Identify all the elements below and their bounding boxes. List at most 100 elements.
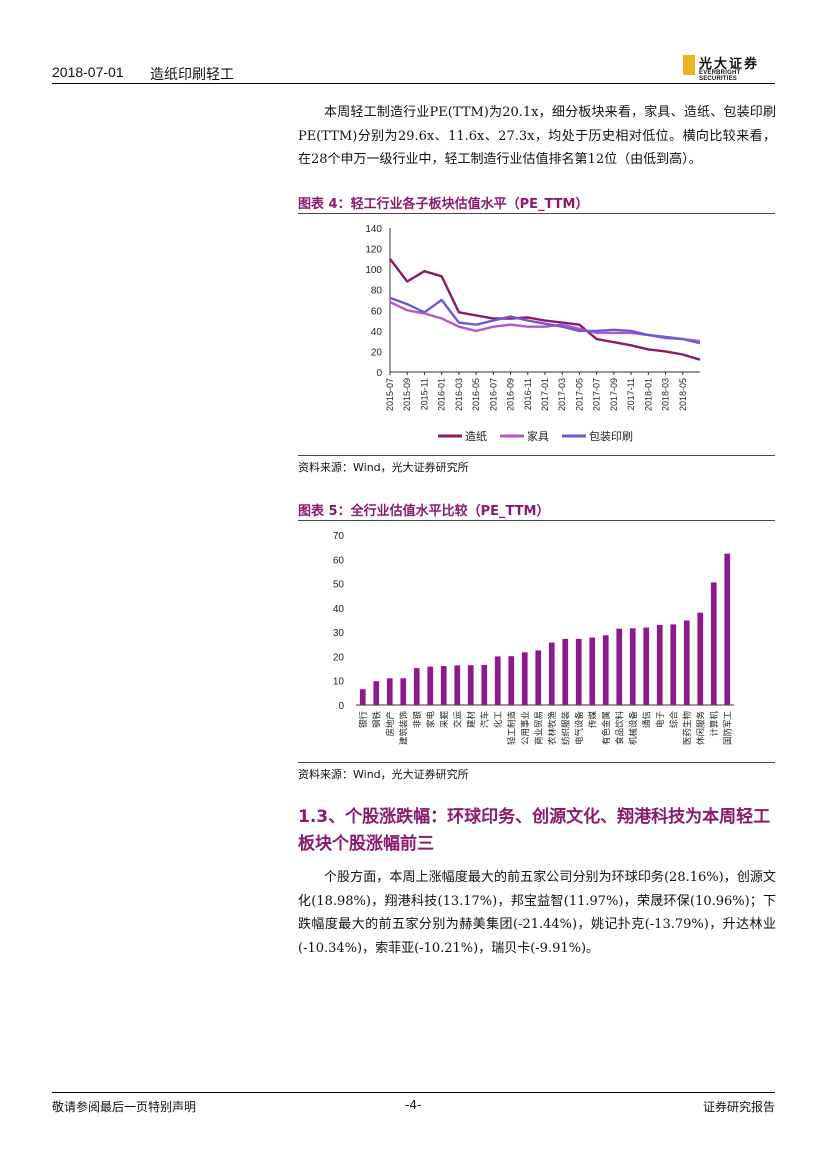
section-title: 1.3、个股涨跌幅：环球印务、创源文化、翔港科技为本周轻工板块个股涨幅前三 bbox=[298, 807, 771, 854]
x-tick-label: 轻工制造 bbox=[506, 711, 516, 746]
x-tick-label: 2016-09 bbox=[506, 378, 516, 411]
y-tick-label: 60 bbox=[333, 555, 345, 566]
figure5-source: 资料来源：Wind，光大证券研究所 bbox=[298, 768, 469, 781]
x-tick-label: 2018-05 bbox=[678, 378, 688, 411]
series-line-造纸 bbox=[389, 258, 701, 361]
x-tick-label: 通信 bbox=[641, 711, 651, 729]
bar-房地产 bbox=[386, 678, 393, 705]
x-tick-label: 国防军工 bbox=[722, 711, 732, 746]
x-tick-label: 2016-05 bbox=[471, 378, 481, 411]
bar-国防军工 bbox=[724, 553, 731, 705]
figure4-bottom-rule bbox=[298, 455, 775, 456]
bar-钢铁 bbox=[373, 681, 380, 705]
bar-农林牧渔 bbox=[548, 642, 555, 705]
y-tick-label: 80 bbox=[371, 286, 383, 297]
x-tick-label: 农林牧渔 bbox=[547, 711, 557, 746]
legend-label: 家具 bbox=[527, 429, 549, 443]
y-tick-label: 60 bbox=[371, 306, 383, 317]
x-tick-label: 采掘 bbox=[439, 711, 449, 728]
x-tick-label: 2017-05 bbox=[574, 378, 584, 411]
bar-食品饮料 bbox=[616, 628, 623, 705]
bar-建材 bbox=[467, 665, 474, 705]
paragraph-stock-moves: 个股方面，本周上涨幅度最大的前五家公司分别为环球印务(28.16%)，创源文化(… bbox=[298, 870, 776, 956]
y-tick-label: 20 bbox=[371, 347, 383, 358]
footer-disclaimer: 敬请参阅最后一页特别声明 bbox=[52, 1100, 197, 1114]
figure4-title: 图表 4：轻工行业各子板块估值水平（PE_TTM） bbox=[298, 197, 589, 212]
bar-电气设备 bbox=[575, 638, 582, 705]
y-tick-label: 70 bbox=[333, 531, 345, 542]
x-tick-label: 电子 bbox=[655, 711, 665, 729]
x-tick-label: 家电 bbox=[425, 711, 435, 729]
x-tick-label: 纺织服装 bbox=[560, 711, 570, 746]
x-tick-label: 化工 bbox=[493, 711, 503, 729]
bar-非银 bbox=[413, 668, 420, 705]
company-logo: 光大证券 EVERBRIGHT SECURITIES bbox=[683, 53, 778, 82]
footer-divider bbox=[52, 1092, 775, 1093]
bar-交运 bbox=[454, 665, 461, 705]
series-line-包装印刷 bbox=[389, 296, 701, 345]
y-tick-label: 40 bbox=[333, 604, 345, 615]
bar-有色金属 bbox=[602, 635, 609, 705]
figure5-bar-chart: 0 10 20 30 40 50 60 70 银行 钢铁 房地产 建筑装饰 非银 家电 采掘 交运 建材 汽车 化工… bbox=[333, 531, 734, 746]
bar-家电 bbox=[427, 666, 434, 705]
logo-mark-icon bbox=[683, 55, 695, 75]
x-tick-label: 房地产 bbox=[385, 711, 395, 737]
header-divider bbox=[52, 83, 775, 84]
y-tick-label: 100 bbox=[365, 265, 382, 276]
figure4-top-rule bbox=[298, 213, 775, 214]
figure4-line-chart: 0 20 40 60 80 100 120 140 2015-07 2015-09 2015-11 2… bbox=[365, 224, 701, 443]
y-tick-label: 140 bbox=[365, 224, 382, 235]
y-tick-label: 30 bbox=[333, 628, 345, 639]
x-tick-label: 钢铁 bbox=[371, 711, 381, 729]
x-tick-label: 2015-09 bbox=[402, 378, 412, 411]
x-tick-label: 建筑装饰 bbox=[398, 711, 408, 746]
bar-计算机 bbox=[710, 582, 717, 705]
x-tick-label: 商业贸易 bbox=[533, 711, 543, 745]
bar-通信 bbox=[643, 627, 650, 705]
y-tick-label: 120 bbox=[365, 245, 382, 256]
x-tick-label: 建材 bbox=[466, 711, 476, 729]
x-tick-label: 2016-11 bbox=[523, 378, 533, 410]
bar-化工 bbox=[494, 656, 501, 705]
x-tick-label: 计算机 bbox=[709, 711, 719, 737]
x-tick-label: 汽车 bbox=[479, 711, 489, 728]
bar-传媒 bbox=[589, 637, 596, 705]
x-tick-label: 非银 bbox=[412, 711, 422, 729]
x-tick-label: 2017-07 bbox=[592, 378, 602, 411]
bar-建筑装饰 bbox=[400, 678, 407, 705]
x-tick-label: 医药生物 bbox=[682, 711, 692, 746]
bar-商业贸易 bbox=[535, 650, 542, 705]
bar-电子 bbox=[656, 624, 663, 705]
bar-综合 bbox=[670, 624, 677, 705]
x-tick-label: 2017-09 bbox=[609, 378, 619, 411]
x-tick-label: 2016-07 bbox=[488, 378, 498, 411]
x-tick-label: 2016-03 bbox=[454, 378, 464, 411]
paragraph-valuation: 本周轻工制造行业PE(TTM)为20.1x，细分板块来看，家具、造纸、包装印刷P… bbox=[298, 105, 776, 167]
figure5-top-rule bbox=[298, 520, 775, 521]
x-tick-label: 2017-01 bbox=[540, 378, 550, 411]
y-tick-label: 0 bbox=[376, 368, 382, 379]
x-tick-label: 综合 bbox=[668, 711, 678, 729]
x-tick-label: 公用事业 bbox=[520, 711, 530, 745]
y-tick-label: 10 bbox=[333, 677, 345, 688]
x-tick-label: 2015-11 bbox=[419, 378, 429, 410]
x-tick-label: 交运 bbox=[452, 711, 462, 729]
bar-机械设备 bbox=[629, 628, 636, 705]
x-tick-label: 机械设备 bbox=[628, 711, 638, 746]
logo-cn: 光大证券 bbox=[699, 57, 760, 72]
figure5-title: 图表 5：全行业估值水平比较（PE_TTM） bbox=[298, 504, 550, 519]
x-tick-label: 2016-01 bbox=[437, 378, 447, 411]
figure4-source: 资料来源：Wind，光大证券研究所 bbox=[298, 461, 469, 474]
legend-label: 包装印刷 bbox=[589, 430, 633, 443]
x-tick-label: 银行 bbox=[358, 711, 368, 729]
x-tick-label: 2015-07 bbox=[385, 378, 395, 411]
bar-医药生物 bbox=[683, 620, 690, 705]
x-tick-label: 有色金属 bbox=[601, 711, 611, 745]
footer-page-number: -4- bbox=[405, 1098, 422, 1112]
y-tick-label: 20 bbox=[333, 652, 345, 663]
figure5-bottom-rule bbox=[298, 762, 775, 763]
header-date: 2018-07-01 bbox=[52, 64, 124, 80]
footer-report-type: 证券研究报告 bbox=[703, 1100, 776, 1114]
y-tick-label: 50 bbox=[333, 580, 345, 591]
x-tick-label: 休闲服务 bbox=[695, 711, 705, 746]
